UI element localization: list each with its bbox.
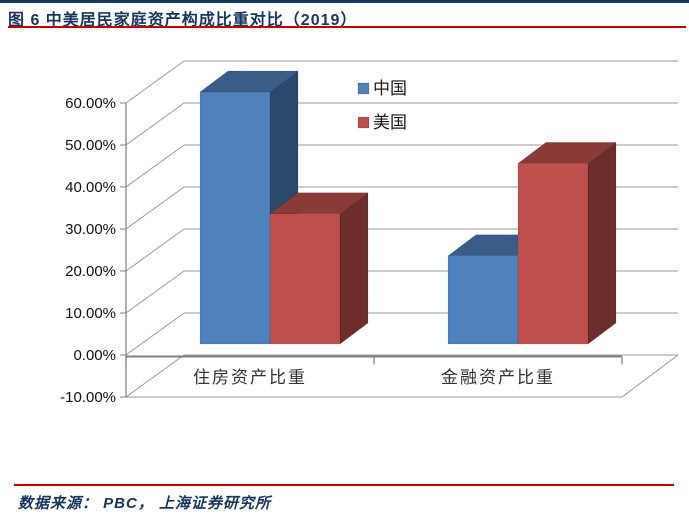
figure-title: 图 6 中美居民家庭资产构成比重对比（2019） bbox=[8, 12, 358, 29]
gridline-diagonal-60 bbox=[125, 60, 185, 104]
footer-rule bbox=[14, 484, 674, 486]
gridline-diagonal-20 bbox=[125, 228, 185, 272]
y-axis-label--10: -10.00% bbox=[60, 389, 116, 406]
y-axis-label-30: 30.00% bbox=[65, 221, 116, 238]
bar-usa-housing-side bbox=[339, 192, 369, 345]
floor-right-edge bbox=[621, 354, 679, 398]
y-axis-label-0: 0.00% bbox=[73, 347, 116, 364]
data-source-text: 数据来源： PBC， 上海证券研究所 bbox=[18, 495, 272, 512]
gridline-diagonal-0 bbox=[125, 312, 185, 356]
y-axis-label-20: 20.00% bbox=[65, 263, 116, 280]
bar-usa-financial bbox=[517, 163, 589, 345]
y-axis-label-50: 50.00% bbox=[65, 137, 116, 154]
legend-swatch-china bbox=[357, 82, 370, 95]
category-label-financial: 金融资产比重 bbox=[441, 368, 555, 387]
bar-china-housing bbox=[199, 91, 271, 345]
gridline-diagonal-10 bbox=[125, 270, 185, 314]
gridline-diagonal-30 bbox=[125, 186, 185, 230]
legend-swatch-usa bbox=[357, 116, 370, 129]
gridline-diagonal-50 bbox=[125, 102, 185, 146]
bar-usa-financial-side bbox=[587, 141, 617, 345]
y-axis-label-40: 40.00% bbox=[65, 179, 116, 196]
bar-china-financial bbox=[447, 255, 519, 345]
page-top-border bbox=[0, 0, 689, 3]
legend-label-usa: 美国 bbox=[373, 113, 407, 132]
y-axis-label-10: 10.00% bbox=[65, 305, 116, 322]
gridline-diagonal--10 bbox=[125, 354, 185, 398]
y-axis-label-60: 60.00% bbox=[65, 95, 116, 112]
bar-usa-housing bbox=[269, 213, 341, 345]
title-rule bbox=[8, 26, 686, 28]
category-label-housing: 住房资产比重 bbox=[193, 368, 307, 387]
legend-label-china: 中国 bbox=[373, 79, 407, 98]
gridline-diagonal-40 bbox=[125, 144, 185, 188]
